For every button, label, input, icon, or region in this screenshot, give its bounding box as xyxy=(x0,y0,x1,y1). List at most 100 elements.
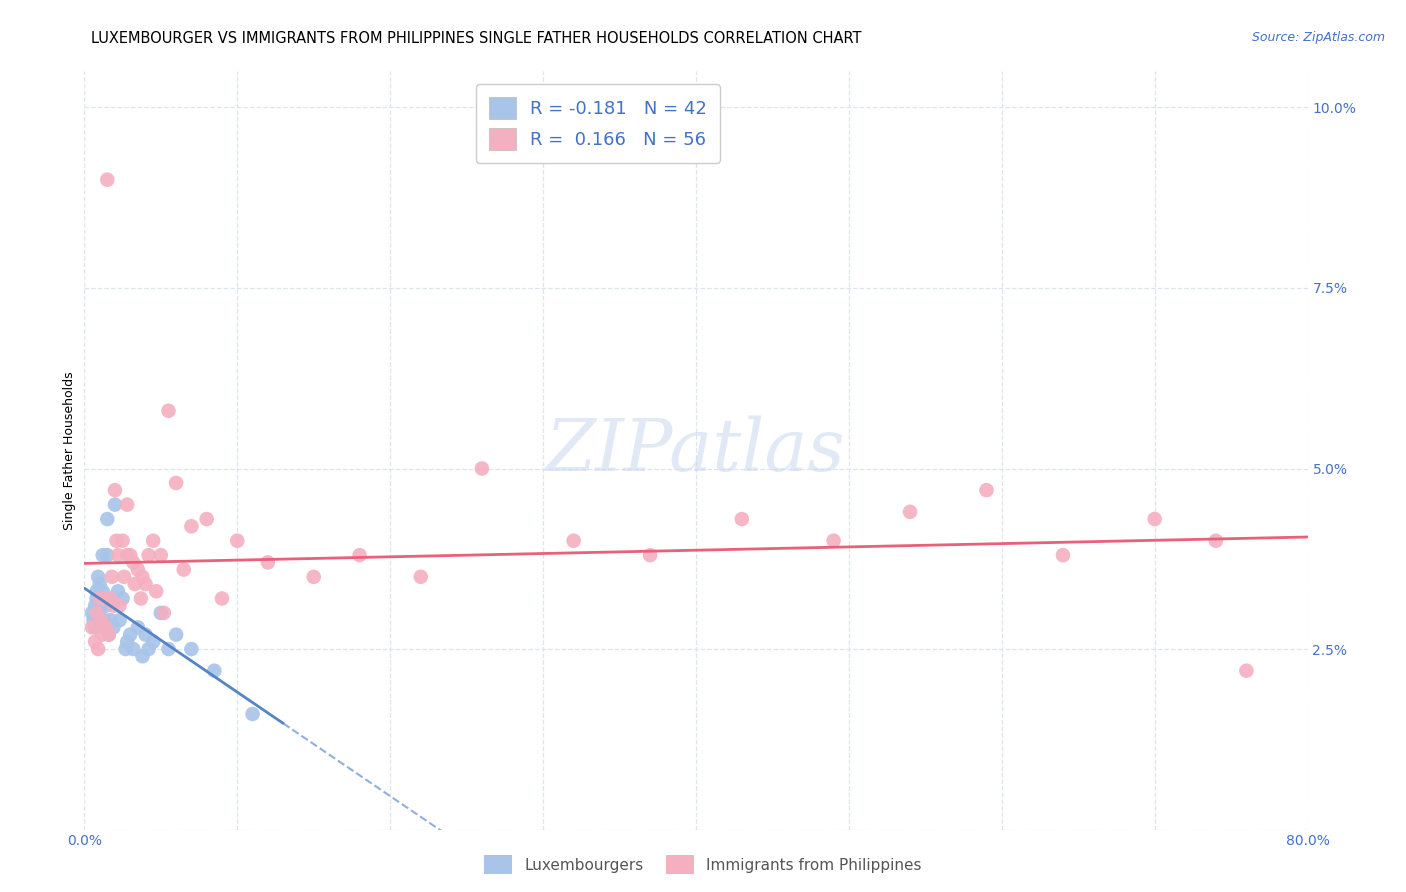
Point xyxy=(89,577,111,591)
Point xyxy=(96,172,118,186)
Point xyxy=(1143,512,1166,526)
Point xyxy=(84,635,107,649)
Point xyxy=(91,548,114,562)
Point xyxy=(107,548,129,562)
Text: LUXEMBOURGER VS IMMIGRANTS FROM PHILIPPINES SINGLE FATHER HOUSEHOLDS CORRELATION: LUXEMBOURGER VS IMMIGRANTS FROM PHILIPPI… xyxy=(91,31,862,46)
Point xyxy=(91,627,114,641)
Point xyxy=(94,599,117,613)
Point xyxy=(87,606,110,620)
Point xyxy=(94,620,117,634)
Point xyxy=(104,483,127,498)
Point xyxy=(149,548,172,562)
Point xyxy=(1205,533,1227,548)
Point xyxy=(823,533,845,548)
Point xyxy=(138,642,160,657)
Point xyxy=(180,519,202,533)
Legend: R = -0.181   N = 42, R =  0.166   N = 56: R = -0.181 N = 42, R = 0.166 N = 56 xyxy=(477,84,720,162)
Point xyxy=(127,620,149,634)
Point xyxy=(108,599,131,613)
Point xyxy=(145,584,167,599)
Point xyxy=(165,475,187,490)
Point xyxy=(562,533,585,548)
Point xyxy=(80,620,103,634)
Point xyxy=(129,591,152,606)
Point xyxy=(96,512,118,526)
Point xyxy=(103,620,125,634)
Point xyxy=(97,627,120,641)
Point xyxy=(101,591,124,606)
Point xyxy=(1236,664,1258,678)
Point xyxy=(115,498,138,512)
Point xyxy=(349,548,371,562)
Point xyxy=(226,533,249,548)
Point xyxy=(211,591,233,606)
Text: ZIPatlas: ZIPatlas xyxy=(546,415,846,486)
Point xyxy=(638,548,661,562)
Point xyxy=(101,570,124,584)
Point xyxy=(89,599,111,613)
Point xyxy=(142,635,165,649)
Point xyxy=(124,577,146,591)
Point xyxy=(731,512,754,526)
Point xyxy=(127,563,149,577)
Point xyxy=(84,620,107,634)
Point xyxy=(87,642,110,657)
Point xyxy=(131,649,153,664)
Point xyxy=(83,613,105,627)
Point xyxy=(153,606,176,620)
Point xyxy=(120,627,142,641)
Point xyxy=(180,642,202,657)
Point xyxy=(96,548,118,562)
Point xyxy=(115,548,138,562)
Point xyxy=(86,591,108,606)
Point xyxy=(104,498,127,512)
Point xyxy=(157,642,180,657)
Point xyxy=(257,555,280,569)
Point xyxy=(89,591,111,606)
Point xyxy=(90,613,112,627)
Point xyxy=(89,613,111,627)
Point xyxy=(122,642,145,657)
Point xyxy=(302,570,325,584)
Point xyxy=(84,599,107,613)
Point xyxy=(1052,548,1074,562)
Point xyxy=(98,613,121,627)
Point xyxy=(103,599,125,613)
Point xyxy=(90,620,112,634)
Point xyxy=(173,563,195,577)
Point xyxy=(111,533,134,548)
Point xyxy=(91,584,114,599)
Y-axis label: Single Father Households: Single Father Households xyxy=(63,371,76,530)
Point xyxy=(157,403,180,417)
Point xyxy=(976,483,998,498)
Point xyxy=(98,591,121,606)
Point xyxy=(409,570,432,584)
Point xyxy=(108,613,131,627)
Point xyxy=(471,461,494,475)
Point xyxy=(80,606,103,620)
Point xyxy=(138,548,160,562)
Point xyxy=(107,584,129,599)
Point xyxy=(112,570,135,584)
Point xyxy=(242,706,264,721)
Legend: Luxembourgers, Immigrants from Philippines: Luxembourgers, Immigrants from Philippin… xyxy=(478,849,928,880)
Point xyxy=(115,635,138,649)
Point xyxy=(898,505,921,519)
Point xyxy=(97,627,120,641)
Point xyxy=(131,570,153,584)
Point xyxy=(135,577,157,591)
Point xyxy=(87,570,110,584)
Point xyxy=(142,533,165,548)
Point xyxy=(93,613,115,627)
Point xyxy=(93,591,115,606)
Point xyxy=(122,555,145,569)
Point xyxy=(165,627,187,641)
Point xyxy=(114,642,136,657)
Point xyxy=(149,606,172,620)
Point xyxy=(86,584,108,599)
Point xyxy=(120,548,142,562)
Point xyxy=(90,599,112,613)
Point xyxy=(135,627,157,641)
Point xyxy=(86,606,108,620)
Point xyxy=(202,664,225,678)
